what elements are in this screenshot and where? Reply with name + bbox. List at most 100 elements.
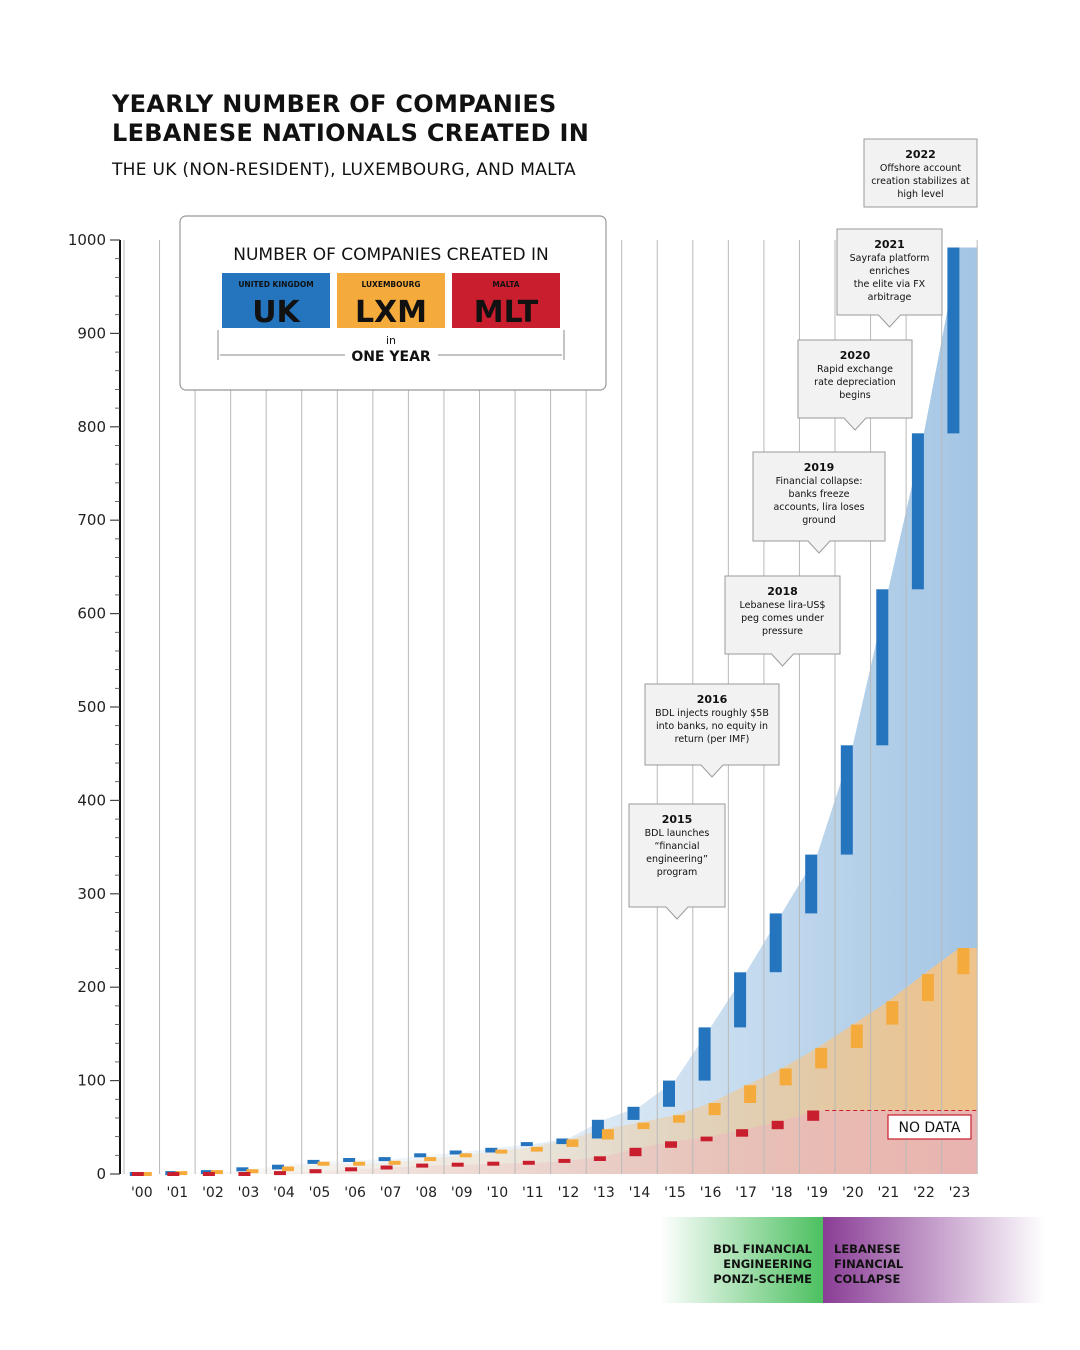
bar-uk xyxy=(556,1138,569,1145)
annotation-text: ground xyxy=(802,515,836,526)
annotation-text: engineering” xyxy=(646,854,708,865)
legend-swatch xyxy=(452,273,560,328)
bar-lxm xyxy=(530,1146,543,1152)
y-tick-label: 400 xyxy=(77,791,106,809)
x-tick-label: '04 xyxy=(273,1185,295,1201)
legend-swatch xyxy=(222,273,330,328)
phase-collapse-label: COLLAPSE xyxy=(834,1272,900,1286)
bar-mlt xyxy=(665,1141,677,1148)
bar-uk xyxy=(236,1167,249,1172)
bar-mlt xyxy=(593,1156,606,1161)
bar-lxm xyxy=(424,1157,437,1162)
bar-uk xyxy=(876,589,889,746)
bar-lxm xyxy=(139,1172,152,1176)
x-tick-label: '18 xyxy=(771,1185,793,1201)
annotation-text: “financial xyxy=(654,841,699,852)
bar-mlt xyxy=(700,1136,713,1142)
bar-lxm xyxy=(957,948,970,975)
bar-lxm xyxy=(388,1160,401,1165)
annotation-2022: 2022 Offshore account creation stabilizes … xyxy=(863,138,978,208)
annotation-box xyxy=(836,228,943,328)
bar-mlt xyxy=(522,1160,535,1165)
bar-lxm xyxy=(566,1139,579,1147)
annotation-2015: 2015 BDL launches “financial engineering” pr… xyxy=(628,803,726,920)
legend-swatch xyxy=(337,273,445,328)
bar-mlt xyxy=(629,1147,642,1157)
bar-uk xyxy=(591,1119,604,1139)
annotation-year: 2015 xyxy=(662,813,693,826)
bar-uk xyxy=(378,1157,391,1162)
legend-item-small-label: UNITED KINGDOM xyxy=(238,280,313,289)
annotation-text: Sayrafa platform xyxy=(850,253,930,264)
annotation-text: program xyxy=(657,867,698,878)
bar-uk xyxy=(698,1027,711,1081)
bar-uk xyxy=(343,1158,356,1162)
y-tick-label: 700 xyxy=(77,511,106,529)
bar-lxm xyxy=(708,1103,721,1116)
bar-uk xyxy=(627,1106,640,1120)
x-tick-label: '06 xyxy=(344,1185,366,1201)
bar-lxm xyxy=(459,1153,472,1158)
bar-lxm xyxy=(175,1171,188,1176)
annotation-text: banks freeze xyxy=(789,489,850,500)
annotation-box xyxy=(628,803,726,920)
bar-mlt xyxy=(238,1172,251,1176)
bar-lxm xyxy=(246,1169,259,1174)
x-tick-label: '00 xyxy=(131,1185,153,1201)
bar-lxm xyxy=(317,1161,330,1166)
bar-uk xyxy=(449,1150,462,1155)
bar-lxm xyxy=(779,1068,792,1086)
x-tick-label: '01 xyxy=(166,1185,188,1201)
x-tick-label: '05 xyxy=(309,1185,331,1201)
bar-lxm xyxy=(886,1001,899,1025)
bar-uk xyxy=(805,854,818,914)
phase-ponzi-label: BDL FINANCIAL xyxy=(713,1242,813,1256)
bar-mlt xyxy=(807,1110,820,1121)
annotation-text: enriches xyxy=(869,266,909,277)
y-tick-label: 800 xyxy=(77,418,106,436)
legend-item-lxm: LUXEMBOURG LXM xyxy=(337,273,445,330)
bar-lxm xyxy=(495,1149,508,1154)
annotation-text: Lebanese lira-US$ xyxy=(740,600,826,611)
x-tick-label: '14 xyxy=(629,1185,651,1201)
bar-lxm xyxy=(744,1085,757,1103)
annotation-text: peg comes under xyxy=(741,613,824,624)
bar-uk xyxy=(520,1142,533,1147)
annotation-text: the elite via FX xyxy=(854,279,926,290)
y-tick-label: 300 xyxy=(77,885,106,903)
annotation-text: creation stabilizes at xyxy=(871,176,970,187)
annotation-text: BDL injects roughly $5B xyxy=(655,708,769,719)
annotation-text: rate depreciation xyxy=(814,377,896,388)
y-tick-label: 100 xyxy=(77,1072,106,1090)
x-tick-label: '17 xyxy=(735,1185,757,1201)
x-tick-label: '02 xyxy=(202,1185,224,1201)
annotation-text: arbitrage xyxy=(868,292,912,303)
bar-mlt xyxy=(167,1172,180,1176)
bar-mlt xyxy=(274,1171,286,1176)
bar-uk xyxy=(769,913,782,973)
annotation-text: BDL launches xyxy=(645,828,710,839)
phase-collapse-label: FINANCIAL xyxy=(834,1257,904,1271)
bar-uk xyxy=(911,433,924,590)
bar-mlt xyxy=(771,1120,784,1130)
x-tick-label: '09 xyxy=(451,1185,473,1201)
legend-item-big-label: LXM xyxy=(355,295,427,330)
bar-uk xyxy=(947,247,960,434)
bar-uk xyxy=(272,1164,284,1170)
bar-uk xyxy=(840,745,853,855)
bar-mlt xyxy=(451,1162,464,1167)
annotation-box xyxy=(797,339,913,431)
bar-uk xyxy=(663,1080,675,1107)
y-tick-label: 600 xyxy=(77,605,106,623)
x-tick-label: '07 xyxy=(380,1185,402,1201)
legend-item-mlt: MALTA MLT xyxy=(452,273,560,330)
x-tick-label: '15 xyxy=(664,1185,686,1201)
bar-mlt xyxy=(416,1163,429,1168)
y-tick-label: 500 xyxy=(77,698,106,716)
legend-item-small-label: MALTA xyxy=(492,280,519,289)
annotation-2021: 2021 Sayrafa platform enriches the elite vi… xyxy=(836,228,943,328)
annotation-year: 2020 xyxy=(840,349,871,362)
phase-band-ponzi xyxy=(660,1217,823,1303)
bar-lxm xyxy=(921,974,934,1002)
annotation-2020: 2020 Rapid exchange rate depreciation begin… xyxy=(797,339,913,431)
